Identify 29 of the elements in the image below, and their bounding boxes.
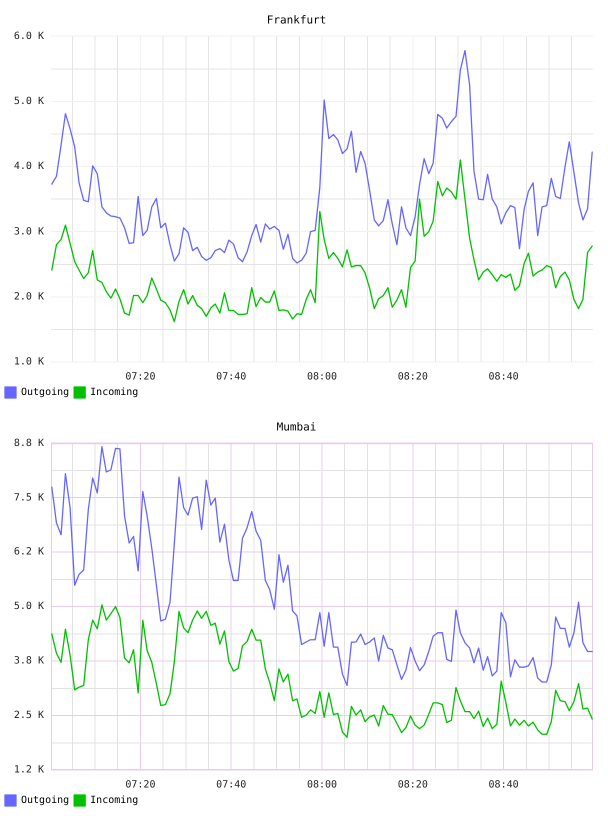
x-tick-label: 07:40 [216, 780, 246, 791]
y-tick-label: 1.0 K [14, 356, 44, 368]
legend-label: Incoming [90, 387, 138, 398]
x-tick-label: 07:20 [125, 780, 156, 791]
y-tick-label: 5.0 K [14, 96, 44, 107]
x-tick-label: 07:20 [125, 372, 156, 383]
x-tick-label: 07:40 [216, 372, 246, 383]
y-tick-label: 2.0 K [14, 291, 44, 302]
x-tick-label: 08:20 [398, 372, 428, 383]
x-tick-label: 08:00 [306, 372, 338, 383]
chart-title: Mumbai [276, 420, 316, 434]
x-tick-label: 08:20 [398, 780, 428, 791]
y-tick-label: 2.5 K [14, 710, 44, 722]
y-tick-label: 4.0 K [14, 161, 44, 172]
y-tick-label: 6.2 K [14, 546, 44, 558]
y-tick-label: 8.8 K [14, 438, 44, 449]
y-tick-label: 1.2 K [14, 764, 44, 776]
y-tick-label: 5.0 K [14, 601, 44, 612]
x-tick-label: 08:40 [488, 780, 519, 791]
y-tick-label: 7.5 K [14, 492, 44, 504]
x-tick-label: 08:40 [488, 372, 519, 383]
y-tick-label: 3.0 K [14, 226, 44, 238]
x-tick-label: 08:00 [306, 780, 338, 791]
legend-label: Outgoing [21, 795, 70, 806]
y-tick-label: 6.0 K [14, 30, 44, 42]
legend-label: Incoming [90, 795, 138, 806]
y-tick-label: 3.8 K [14, 656, 44, 667]
legend-label: Outgoing [21, 387, 70, 398]
chart-title: Frankfurt [266, 13, 326, 26]
